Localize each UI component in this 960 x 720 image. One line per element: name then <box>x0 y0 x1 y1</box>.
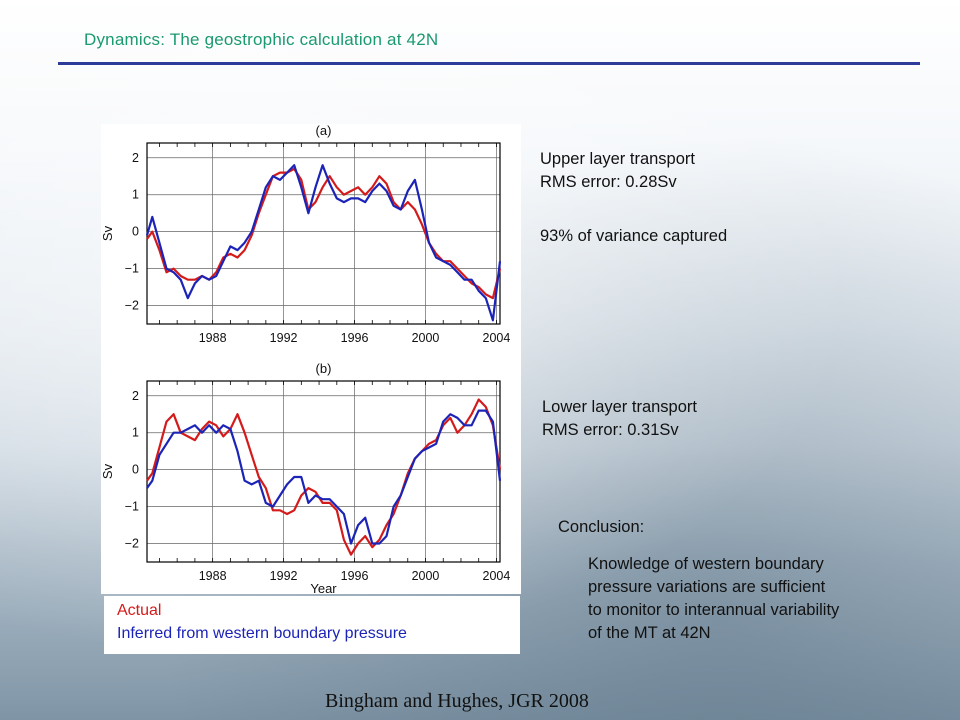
x-tick-label: 1996 <box>341 569 369 583</box>
x-tick-label: 2004 <box>483 569 511 583</box>
x-tick-label: 1988 <box>199 569 227 583</box>
slide-title: Dynamics: The geostrophic calculation at… <box>84 30 439 49</box>
x-tick-label: 1988 <box>199 331 227 345</box>
chart-panel-b: 1988 1992 1996 2000 2004 −2 −1 0 1 2 (b) Sv Year <box>100 361 511 596</box>
series-line-actual <box>146 398 502 556</box>
y-tick-label: −2 <box>125 299 139 313</box>
x-axis-label: Year <box>310 581 337 594</box>
y-tick-label: −1 <box>125 262 139 276</box>
x-tick-label: 2000 <box>412 569 440 583</box>
x-tick-label: 1996 <box>341 331 369 345</box>
panel-b-title: Lower layer transport <box>542 398 697 416</box>
conclusion-heading: Conclusion: <box>558 518 645 536</box>
y-tick-label: −1 <box>125 500 139 514</box>
legend-box: Actual Inferred from western boundary pr… <box>104 596 520 654</box>
series-line-inferred <box>146 409 502 545</box>
x-tick-label: 2000 <box>412 331 440 345</box>
series-line-inferred <box>145 164 502 322</box>
panel-label: (b) <box>316 361 332 376</box>
y-tick-label: 1 <box>132 426 139 440</box>
y-axis-label: Sv <box>101 463 115 479</box>
y-tick-label: 1 <box>132 188 139 202</box>
figure-panel: 1988 1992 1996 2000 2004 −2 −1 0 1 2 (a) Sv 1988 199… <box>100 123 521 596</box>
panel-a-rms-error: RMS error: 0.28Sv <box>540 173 677 191</box>
y-tick-label: 2 <box>132 151 139 165</box>
y-tick-label: 2 <box>132 389 139 403</box>
conclusion-line: to monitor to interannual variability <box>588 601 840 619</box>
legend-actual: Actual <box>117 602 162 619</box>
plot-frame <box>146 380 501 563</box>
panel-label: (a) <box>316 124 332 138</box>
legend-inferred: Inferred from western boundary pressure <box>117 625 407 642</box>
citation: Bingham and Hughes, JGR 2008 <box>325 690 589 712</box>
conclusion-line: Knowledge of western boundary <box>588 555 824 573</box>
transport-charts: 1988 1992 1996 2000 2004 −2 −1 0 1 2 (a) Sv 1988 199… <box>100 123 511 596</box>
y-tick-label: 0 <box>132 463 139 477</box>
panel-a-title: Upper layer transport <box>540 150 695 168</box>
panel-a-variance: 93% of variance captured <box>540 227 728 245</box>
y-axis-label: Sv <box>101 225 115 241</box>
y-tick-label: 0 <box>132 225 139 239</box>
chart-panel-a: 1988 1992 1996 2000 2004 −2 −1 0 1 2 (a) Sv <box>100 123 511 345</box>
panel-b-rms-error: RMS error: 0.31Sv <box>542 421 679 439</box>
conclusion-line: of the MT at 42N <box>588 624 711 642</box>
x-tick-label: 2004 <box>483 331 511 345</box>
x-tick-label: 1992 <box>270 569 298 583</box>
x-tick-label: 1992 <box>270 331 298 345</box>
y-tick-label: −2 <box>125 537 139 551</box>
title-rule <box>58 62 920 65</box>
conclusion-line: pressure variations are sufficient <box>588 578 826 596</box>
